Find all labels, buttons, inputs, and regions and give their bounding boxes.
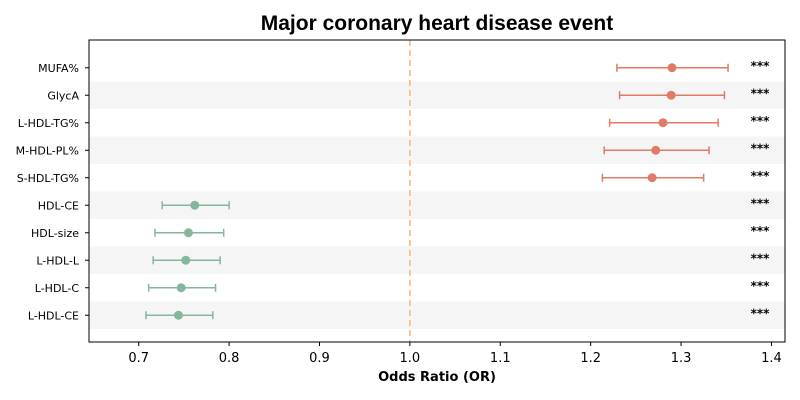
significance-label: *** <box>751 169 771 183</box>
x-tick-label: 1.2 <box>580 351 601 366</box>
significance-label: *** <box>751 86 771 100</box>
x-tick-label: 1.0 <box>400 351 421 366</box>
x-axis-ticks: 0.7 0.8 0.9 1.0 1.1 1.2 1.3 1.4 <box>128 342 782 366</box>
y-tick-label: GlycA <box>47 89 79 102</box>
or-point <box>658 118 668 128</box>
y-tick-label: L-HDL-C <box>35 282 80 295</box>
chart-title: Major coronary heart disease event <box>261 12 613 35</box>
y-tick-label: L-HDL-L <box>36 254 80 267</box>
or-point <box>176 283 186 293</box>
significance-label: *** <box>751 279 771 293</box>
significance-label: *** <box>751 224 771 238</box>
or-point <box>173 310 183 320</box>
y-tick-label: L-HDL-TG% <box>18 117 79 130</box>
or-point <box>667 63 677 73</box>
significance-label: *** <box>751 251 771 265</box>
or-point <box>647 173 657 183</box>
significance-label: *** <box>751 59 771 73</box>
significance-labels: *** *** *** *** *** *** *** *** *** *** <box>751 59 771 321</box>
significance-label: *** <box>751 141 771 155</box>
x-tick-label: 0.8 <box>219 351 240 366</box>
data-marks <box>145 63 729 320</box>
y-tick-label: S-HDL-TG% <box>17 172 79 185</box>
or-point <box>181 255 191 265</box>
x-tick-label: 1.1 <box>490 351 511 366</box>
or-point <box>651 145 661 155</box>
significance-label: *** <box>751 306 771 320</box>
or-point <box>666 90 676 100</box>
y-tick-label: HDL-CE <box>38 199 79 212</box>
y-tick-label: MUFA% <box>38 62 79 75</box>
y-tick-label: L-HDL-CE <box>28 309 79 322</box>
significance-label: *** <box>751 196 771 210</box>
or-point <box>190 200 200 210</box>
x-tick-label: 1.4 <box>761 351 782 366</box>
x-axis-label: Odds Ratio (OR) <box>378 370 496 385</box>
or-point <box>183 228 193 238</box>
significance-label: *** <box>751 114 771 128</box>
plot-frame <box>88 39 786 343</box>
y-tick-label: HDL-size <box>31 227 79 240</box>
y-tick-label: M-HDL-PL% <box>16 144 79 157</box>
x-tick-label: 1.3 <box>671 351 692 366</box>
x-tick-label: 0.9 <box>309 351 330 366</box>
y-axis-labels: MUFA% GlycA L-HDL-TG% M-HDL-PL% S-HDL-TG% HDL… <box>16 62 89 322</box>
x-tick-label: 0.7 <box>128 351 149 366</box>
